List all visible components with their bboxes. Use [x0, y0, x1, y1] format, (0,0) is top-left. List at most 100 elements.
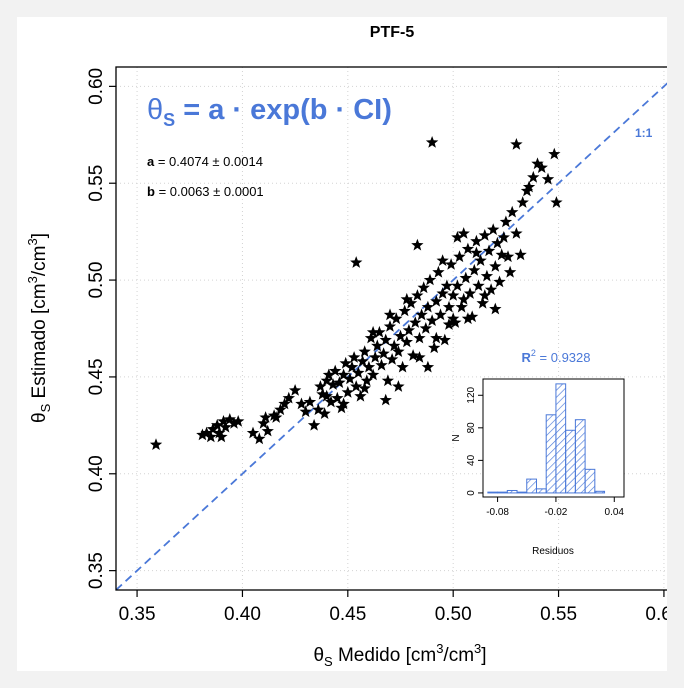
data-point: [383, 320, 397, 332]
data-point: [369, 351, 382, 363]
data-point: [457, 292, 470, 305]
histogram-bar: [565, 429, 576, 494]
histogram-bar: [545, 414, 557, 494]
data-point: [219, 420, 232, 433]
data-point: [430, 331, 443, 344]
data-point: [404, 296, 418, 309]
data-point: [337, 368, 350, 381]
inset-y-tick-label: 120: [466, 386, 477, 403]
data-point: [356, 354, 369, 367]
inset-x-tick-label: 0.04: [605, 507, 625, 518]
data-point: [196, 428, 209, 441]
data-point: [339, 356, 352, 369]
data-point: [232, 415, 245, 427]
data-point: [470, 234, 483, 247]
data-point: [411, 289, 424, 301]
data-point: [531, 157, 544, 170]
data-point: [425, 136, 439, 148]
histogram-bar: [487, 491, 499, 494]
data-point: [503, 265, 517, 278]
data-point: [377, 347, 390, 359]
data-point: [428, 341, 441, 354]
data-point: [307, 418, 321, 431]
plot-frame: [115, 66, 667, 591]
data-point: [354, 389, 367, 402]
y-tick-label: 0.50: [86, 262, 107, 299]
scatter-chart: PTF-5 0.350.400.450.500.550.600.350.400.…: [25, 24, 667, 669]
data-point: [259, 411, 272, 423]
histogram-bar: [516, 491, 528, 494]
data-point: [409, 316, 422, 328]
data-point: [348, 351, 361, 363]
inset-x-tick-label: -0.02: [545, 507, 568, 518]
inset-bars: [487, 383, 606, 494]
histogram-bar: [594, 490, 606, 494]
data-point: [217, 415, 230, 427]
histogram-bar: [497, 491, 508, 494]
data-point: [550, 196, 563, 208]
inset-axes: -0.08 -0.02 0.04 0 40 80 120: [466, 386, 624, 518]
data-point: [493, 275, 506, 288]
y-axis-label: θS Estimado [cm3/cm3]: [25, 233, 53, 423]
data-point: [457, 227, 470, 239]
param-b: b = 0.0063 ± 0.0001: [147, 184, 264, 199]
inset-y-tick-label: 0: [466, 490, 477, 496]
histogram-bar: [535, 488, 547, 494]
data-point: [432, 265, 445, 278]
data-point: [333, 376, 346, 388]
histogram-bar: [555, 383, 567, 494]
x-tick-label: 0.40: [224, 604, 261, 625]
data-point: [468, 263, 481, 276]
data-point: [459, 271, 472, 284]
one-to-one-line: [115, 82, 667, 591]
data-point: [472, 279, 485, 292]
data-point: [527, 170, 540, 183]
data-point: [487, 223, 500, 235]
data-point: [350, 256, 363, 268]
data-point: [358, 345, 371, 357]
data-point: [461, 242, 475, 255]
data-point: [501, 250, 515, 263]
param-a: a = 0.4074 ± 0.0014: [147, 154, 263, 169]
histogram-bar: [506, 489, 518, 494]
data-point: [320, 389, 333, 402]
x-tick-label: 0.50: [435, 604, 472, 625]
reference-line-1-1: [115, 82, 667, 591]
inset-y-label: N: [451, 434, 462, 441]
x-tick-label: 0.45: [329, 604, 366, 625]
inset-x-tick-label: -0.08: [486, 507, 509, 518]
data-point: [474, 254, 487, 266]
histogram-bar: [574, 419, 586, 494]
data-point: [438, 333, 451, 346]
data-point: [442, 300, 456, 313]
data-point: [206, 422, 220, 435]
chart-title: PTF-5: [370, 24, 415, 41]
data-point: [453, 250, 466, 263]
axes: 0.35 0.40 0.45 0.50 0.55 0.60 0.35 0.40 0.45 0.50…: [86, 68, 667, 625]
data-point: [413, 331, 426, 344]
data-point: [261, 424, 274, 437]
data-point: [267, 409, 281, 421]
data-point: [535, 161, 548, 173]
data-point: [331, 391, 344, 404]
data-point: [371, 339, 384, 352]
data-point: [366, 368, 380, 381]
inset-frame: [482, 378, 625, 498]
data-point: [497, 231, 510, 243]
data-point: [548, 147, 561, 160]
data-point: [510, 227, 523, 239]
data-point: [476, 296, 489, 309]
data-point: [419, 322, 432, 334]
data-point: [461, 312, 475, 325]
data-point: [385, 353, 399, 365]
inset-y-tick-label: 40: [466, 454, 477, 466]
data-point: [470, 246, 483, 259]
data-point: [303, 395, 317, 408]
data-point: [392, 380, 405, 392]
inset-x-label: Residuos: [532, 546, 574, 557]
data-point: [326, 378, 340, 390]
data-point: [455, 300, 468, 313]
data-point: [396, 360, 409, 373]
data-point: [257, 416, 270, 429]
data-point: [400, 292, 413, 305]
